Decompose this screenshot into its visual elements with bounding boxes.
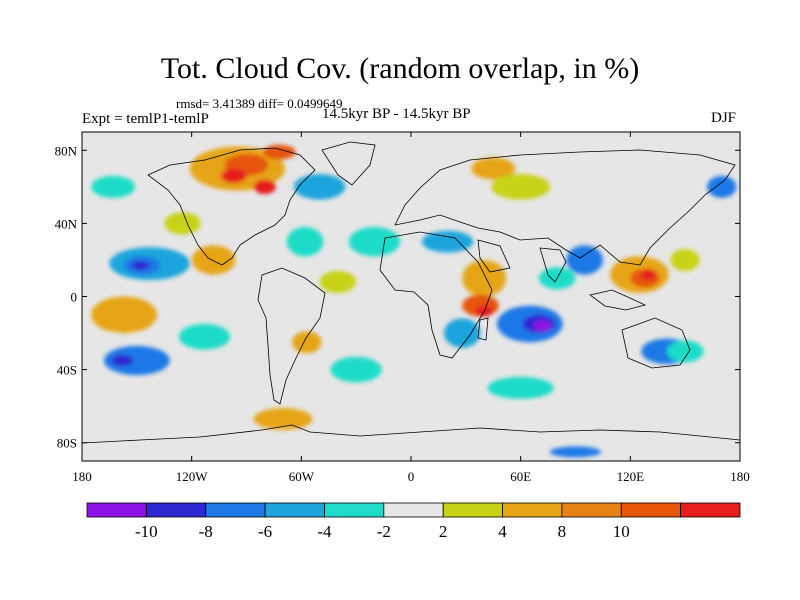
latitude-axis: 80N 40N 0 40S 80S — [55, 143, 740, 451]
colorbar-label: -2 — [377, 522, 391, 541]
lat-tick-label: 80S — [57, 436, 77, 451]
lat-tick-label: 80N — [55, 143, 78, 158]
lat-tick-label: 0 — [71, 290, 78, 305]
coastline-antarctica — [82, 424, 740, 444]
colorbar-label: -4 — [317, 522, 332, 541]
experiment-label: Expt = temlP1-temlP — [82, 111, 209, 127]
coastline-arabia — [477, 239, 511, 273]
colorbar-swatch — [502, 502, 563, 518]
longitude-axis: 180 120W 60W 0 60E 120E 180 — [72, 132, 750, 484]
anomaly-patch — [111, 354, 134, 366]
anomaly-patch — [191, 245, 236, 275]
colorbar-label: 8 — [558, 522, 567, 541]
anomaly-patch — [443, 318, 481, 348]
anomaly-patch — [462, 259, 507, 297]
colorbar: -10 -8 -6 -4 -2 2 4 8 10 — [86, 502, 741, 541]
colorbar-swatch — [145, 502, 207, 518]
lat-tick-label: 40N — [55, 216, 78, 231]
colorbar-label: 10 — [613, 522, 630, 541]
coastline-australia — [621, 317, 691, 369]
anomaly-patch — [294, 174, 346, 200]
colorbar-label: 4 — [498, 522, 507, 541]
anomaly-patch — [91, 296, 157, 334]
lon-tick-label: 180 — [72, 469, 92, 484]
colorbar-swatch — [205, 502, 266, 518]
anomaly-patch — [549, 446, 602, 458]
coastline-north-america — [147, 147, 316, 266]
coastline-india — [539, 247, 567, 283]
anomaly-patch — [421, 230, 474, 253]
anomaly-patch — [286, 227, 324, 257]
anomaly-patch — [641, 269, 656, 281]
anomaly-patch — [253, 179, 276, 195]
coastline-south-america — [257, 267, 326, 405]
colorbar-swatch — [264, 502, 325, 518]
coastline-eurasia — [394, 149, 736, 266]
lon-tick-label: 120W — [176, 469, 209, 484]
anomaly-patch — [487, 376, 554, 399]
colorbar-label: 2 — [439, 522, 448, 541]
lon-tick-label: 120E — [617, 469, 645, 484]
colorbar-swatch — [86, 502, 147, 518]
lat-tick-label: 40S — [57, 363, 77, 378]
anomaly-patch — [666, 340, 704, 363]
colorbar-label: -10 — [135, 522, 158, 541]
anomaly-field — [91, 144, 737, 458]
anomaly-patch — [292, 331, 322, 354]
colorbar-swatch — [680, 502, 741, 518]
colorbar-swatch — [442, 502, 503, 518]
anomaly-patch — [533, 320, 552, 332]
season-label: DJF — [711, 110, 737, 126]
anomaly-patch — [670, 248, 700, 271]
anomaly-patch — [178, 323, 231, 350]
anomaly-patch — [253, 407, 313, 430]
colorbar-swatch — [561, 502, 622, 518]
colorbar-swatch — [620, 502, 682, 518]
period-label: 14.5kyr BP - 14.5kyr BP — [322, 106, 471, 122]
anomaly-patch — [330, 356, 382, 383]
stats-text: rmsd= 3.41389 diff= 0.0499649 — [176, 96, 343, 111]
coastline-indonesia — [589, 289, 647, 311]
anomaly-patch — [566, 245, 603, 275]
lon-tick-label: 180 — [730, 469, 750, 484]
colorbar-label: -6 — [258, 522, 272, 541]
map-background — [82, 132, 740, 461]
coastlines — [82, 141, 740, 444]
map-title: Tot. Cloud Cov. (random overlap, in %) — [160, 52, 640, 85]
anomaly-patch — [91, 175, 136, 198]
colorbar-label: -8 — [199, 522, 213, 541]
anomaly-patch — [707, 175, 737, 198]
anomaly-patch — [220, 168, 247, 184]
lon-tick-label: 60W — [289, 469, 315, 484]
colorbar-swatch — [324, 502, 385, 518]
coastline-greenland — [321, 141, 376, 186]
lon-tick-label: 0 — [408, 469, 415, 484]
anomaly-patch — [103, 345, 170, 376]
anomaly-patch — [491, 174, 550, 200]
colorbar-swatch — [383, 502, 444, 518]
coastline-madagascar — [477, 317, 489, 341]
anomaly-patch — [164, 212, 201, 235]
lon-tick-label: 60E — [510, 469, 531, 484]
anomaly-patch — [348, 227, 401, 257]
coastline-africa — [379, 231, 493, 359]
anomaly-patch — [131, 260, 150, 270]
anomaly-patch — [319, 270, 357, 293]
anomaly-patch — [471, 157, 516, 180]
